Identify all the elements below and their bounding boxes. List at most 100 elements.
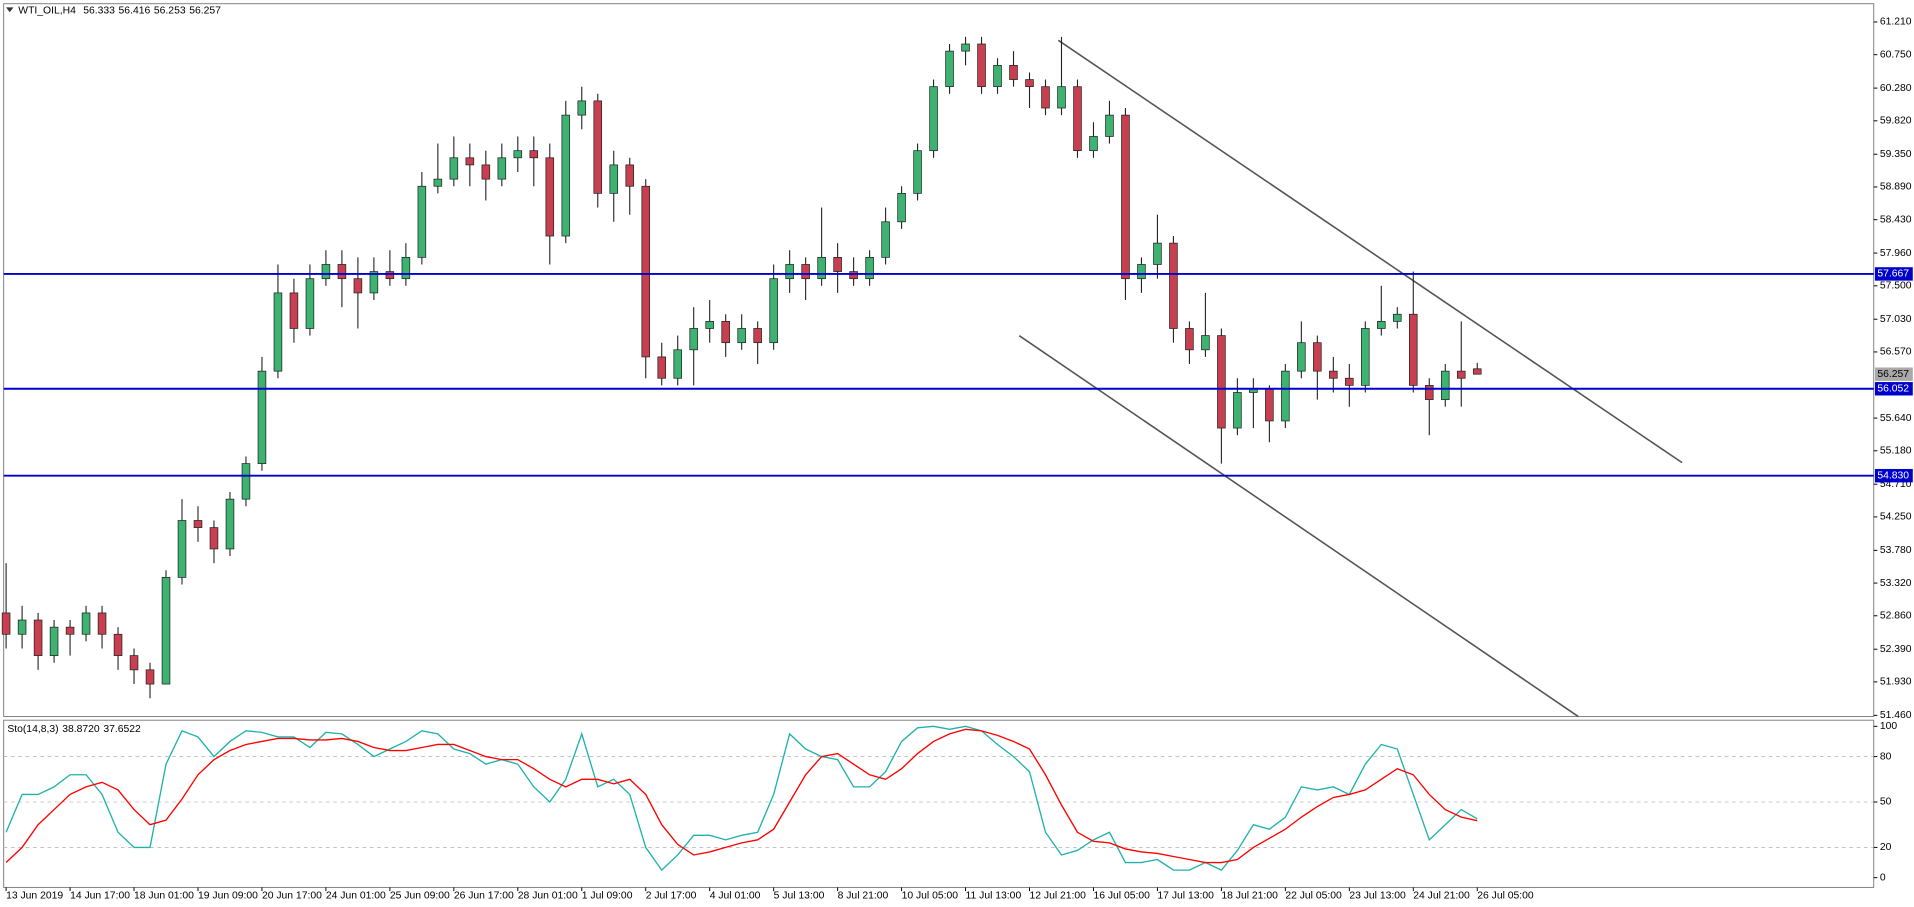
candle-body xyxy=(97,612,107,635)
candle-body xyxy=(17,619,27,635)
stochastic-line xyxy=(5,725,1478,872)
level-label-box xyxy=(1874,468,1913,483)
candle-body xyxy=(801,264,810,280)
candle-body xyxy=(161,577,171,685)
candle-body xyxy=(321,264,331,280)
level-label-box xyxy=(1874,382,1913,396)
x-tick-label: 24 Jun 01:00 xyxy=(326,891,386,902)
candle-body xyxy=(129,655,139,671)
trendline-upper xyxy=(1057,39,1683,464)
candle-body xyxy=(961,43,970,52)
main-last: 38.8720 xyxy=(62,723,100,734)
candle-body xyxy=(657,356,666,379)
candle-body xyxy=(1073,86,1082,152)
candle-body xyxy=(1041,86,1050,109)
candle-body xyxy=(1169,242,1178,329)
candle-body xyxy=(1153,242,1162,265)
level-label: 57.667 xyxy=(1877,269,1909,280)
y-tick-label: 59.820 xyxy=(1880,116,1912,127)
price-label: 56.257 xyxy=(1877,369,1909,380)
header-close: 56.257 xyxy=(189,5,221,16)
y-tick-label: 51.460 xyxy=(1880,710,1912,721)
x-tick-label: 28 Jun 01:00 xyxy=(518,891,578,902)
candle-body xyxy=(353,278,363,294)
candle-body xyxy=(241,463,251,500)
y-tick-label: 58.430 xyxy=(1880,214,1912,225)
indicator-header: Sto(14,8,3) 38.8720 37.6522 xyxy=(7,723,141,734)
x-tick-label: 16 Jul 05:00 xyxy=(1093,891,1150,902)
candle-body xyxy=(1456,370,1466,379)
candle-body xyxy=(753,328,762,344)
candle-body xyxy=(225,498,235,550)
y-tick-label: 55.180 xyxy=(1880,446,1912,457)
candle-body xyxy=(113,633,123,656)
trendline-lower xyxy=(1018,335,1579,718)
candle-body xyxy=(289,292,299,329)
candle-body xyxy=(513,150,523,159)
x-tick-label: 25 Jun 09:00 xyxy=(390,891,450,902)
candle-body xyxy=(481,164,491,180)
candle-body xyxy=(257,370,267,464)
candle-body xyxy=(1377,320,1386,329)
x-tick-label: 2 Jul 17:00 xyxy=(646,891,697,902)
x-tick-label: 14 Jun 17:00 xyxy=(70,891,130,902)
candle-body xyxy=(273,292,283,372)
candle-body xyxy=(849,271,858,280)
candle-body xyxy=(833,256,842,272)
y-tick-label: 100 xyxy=(1880,721,1898,732)
x-tick-label: 5 Jul 13:00 xyxy=(774,891,825,902)
candle-body xyxy=(401,256,411,280)
candle-body xyxy=(1137,264,1146,280)
x-tick-label: 13 Jun 2019 xyxy=(6,891,63,902)
candle-body xyxy=(497,157,507,180)
candle-body xyxy=(305,278,315,329)
price-panel xyxy=(3,3,1875,718)
level-label: 54.830 xyxy=(1877,470,1909,481)
candle-body xyxy=(625,164,635,187)
candle-body xyxy=(1472,368,1482,375)
y-tick-label: 51.930 xyxy=(1880,677,1912,688)
x-tick-label: 8 Jul 21:00 xyxy=(838,891,889,902)
y-tick-label: 53.780 xyxy=(1880,545,1912,556)
x-tick-label: 23 Jul 13:00 xyxy=(1349,891,1406,902)
candle-body xyxy=(1057,86,1066,109)
x-tick-label: 19 Jun 09:00 xyxy=(198,891,258,902)
candle-body xyxy=(1025,79,1034,88)
y-tick-label: 80 xyxy=(1880,751,1892,762)
x-tick-label: 4 Jul 01:00 xyxy=(710,891,761,902)
candle-body xyxy=(577,100,587,116)
x-tick-label: 10 Jul 05:00 xyxy=(902,891,959,902)
y-tick-label: 52.390 xyxy=(1880,644,1912,655)
candle-body xyxy=(417,185,427,258)
x-tick-label: 18 Jul 21:00 xyxy=(1221,891,1278,902)
candle-body xyxy=(1,612,11,635)
candle-body xyxy=(369,271,379,294)
candle-body xyxy=(1185,328,1194,351)
candle-body xyxy=(1313,342,1322,372)
candle-body xyxy=(449,157,459,180)
indicator-name: Sto(14,8,3) xyxy=(7,723,58,734)
header-open: 56.333 xyxy=(83,5,115,16)
chart-header: WTI_OIL,H4 56.333 56.416 56.253 56.257 xyxy=(18,5,221,16)
x-tick-label: 20 Jun 17:00 xyxy=(262,891,322,902)
candle-body xyxy=(673,349,682,379)
menu-arrow[interactable] xyxy=(6,7,14,13)
candle-body xyxy=(1265,388,1274,422)
candle-body xyxy=(1233,392,1242,429)
candle-body xyxy=(1345,377,1354,386)
candle-body xyxy=(65,626,75,635)
candle-body xyxy=(209,527,219,550)
y-tick-label: 52.860 xyxy=(1880,611,1912,622)
x-tick-label: 26 Jul 05:00 xyxy=(1477,891,1534,902)
candle-body xyxy=(737,328,746,344)
candle-body xyxy=(881,221,890,258)
marks: 61.210 60.750 60.280 59.820 59.350 58.890 58.4… xyxy=(1,17,1913,902)
y-tick-label: 54.250 xyxy=(1880,512,1912,523)
x-tick-label: 11 Jul 13:00 xyxy=(966,891,1022,902)
candle-body xyxy=(769,278,778,344)
candle-body xyxy=(865,256,874,280)
candle-body xyxy=(721,320,730,344)
candle-body xyxy=(993,64,1002,88)
candle-body xyxy=(1009,64,1018,80)
